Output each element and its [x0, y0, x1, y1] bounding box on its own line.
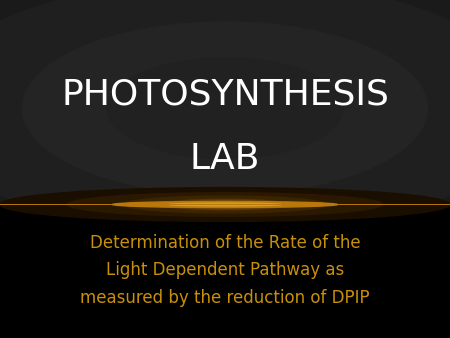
- Ellipse shape: [169, 203, 281, 206]
- Ellipse shape: [22, 22, 427, 194]
- Text: Determination of the Rate of the
Light Dependent Pathway as
measured by the redu: Determination of the Rate of the Light D…: [80, 234, 370, 307]
- Text: LAB: LAB: [190, 142, 260, 176]
- Text: PHOTOSYNTHESIS: PHOTOSYNTHESIS: [61, 78, 389, 112]
- Ellipse shape: [0, 188, 450, 221]
- Ellipse shape: [107, 58, 343, 159]
- Ellipse shape: [124, 196, 326, 213]
- Ellipse shape: [191, 201, 259, 208]
- Ellipse shape: [0, 0, 450, 281]
- Ellipse shape: [112, 201, 338, 208]
- Bar: [0, 204, 450, 338]
- Ellipse shape: [68, 193, 382, 216]
- Ellipse shape: [162, 199, 288, 210]
- Ellipse shape: [0, 0, 450, 237]
